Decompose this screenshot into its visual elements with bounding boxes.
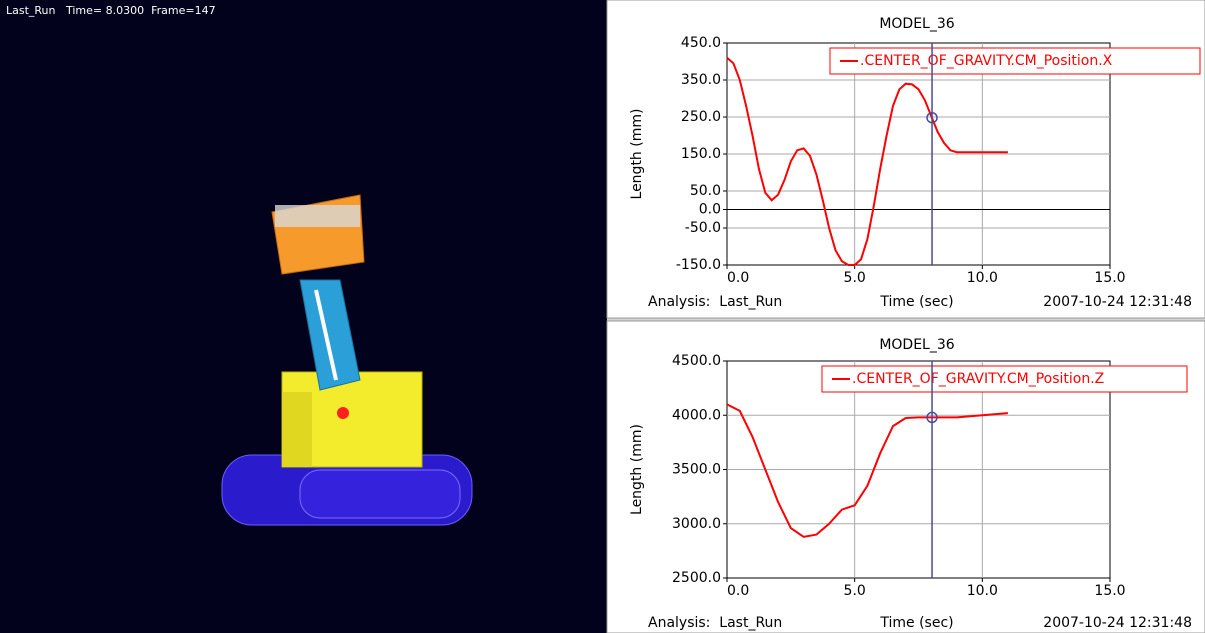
legend-entry: .CENTER_OF_GRAVITY.CM_Position.Z — [852, 371, 1104, 387]
x-tick-label: 5.0 — [844, 270, 866, 286]
y-tick-label: 2500.0 — [672, 570, 721, 586]
y-tick-label: 450.0 — [681, 35, 721, 51]
x-tick-label: 10.0 — [967, 270, 998, 286]
analysis-label: Analysis: Last_Run — [648, 615, 782, 631]
timestamp: 2007-10-24 12:31:48 — [1043, 294, 1192, 310]
bucket-teeth — [275, 205, 360, 227]
y-tick-label: 4500.0 — [672, 353, 721, 369]
y-tick-label: 50.0 — [690, 183, 721, 199]
x-tick-label: 15.0 — [1094, 270, 1125, 286]
x-tick-label: 15.0 — [1094, 583, 1125, 599]
timestamp: 2007-10-24 12:31:48 — [1043, 615, 1192, 631]
y-tick-label: 350.0 — [681, 72, 721, 88]
y-tick-label: 250.0 — [681, 109, 721, 125]
cg-marker — [337, 407, 349, 419]
screen: Last_Run Time= 8.0300 Frame=147 MODEL_36… — [0, 0, 1205, 633]
chart-title: MODEL_36 — [879, 337, 954, 353]
x-tick-label: 5.0 — [844, 583, 866, 599]
y-tick-label: 150.0 — [681, 146, 721, 162]
legend-entry: .CENTER_OF_GRAVITY.CM_Position.X — [860, 53, 1113, 69]
page: Last_Run Time= 8.0300 Frame=147 MODEL_36… — [0, 0, 1205, 633]
analysis-label: Analysis: Last_Run — [648, 294, 782, 310]
track — [300, 470, 460, 518]
y-tick-label: 3000.0 — [672, 516, 721, 532]
x-tick-label: 10.0 — [967, 583, 998, 599]
x-tick-label: 0.0 — [727, 270, 749, 286]
y-tick-label: 3500.0 — [672, 462, 721, 478]
viewport — [0, 0, 607, 633]
chart-title: MODEL_36 — [879, 16, 954, 32]
y-tick-label: 0.0 — [699, 202, 721, 218]
y-tick-label: -50.0 — [685, 220, 721, 236]
y-axis-label: Length (mm) — [629, 109, 645, 200]
x-tick-label: 0.0 — [727, 583, 749, 599]
x-axis-label: Time (sec) — [879, 294, 953, 310]
y-tick-label: -150.0 — [676, 257, 721, 273]
y-tick-label: 4000.0 — [672, 407, 721, 423]
x-axis-label: Time (sec) — [879, 615, 953, 631]
viewport-header: Last_Run Time= 8.0300 Frame=147 — [6, 4, 216, 17]
y-axis-label: Length (mm) — [629, 424, 645, 515]
cab — [282, 392, 312, 467]
